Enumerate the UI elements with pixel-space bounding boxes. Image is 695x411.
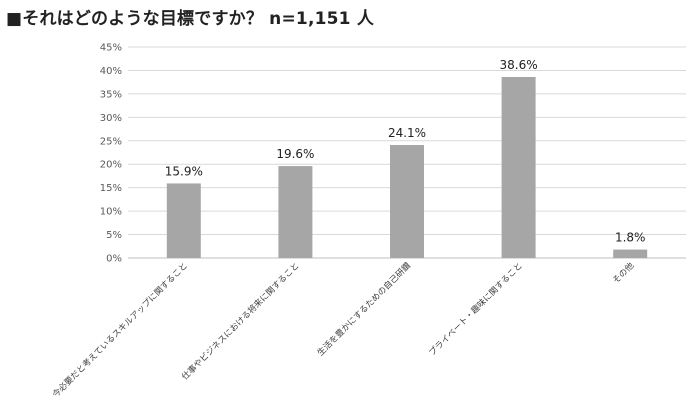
y-tick-label: 35% <box>100 89 122 100</box>
category-label: 生活を豊かにするための自己研鑽 <box>315 260 413 358</box>
chart-title: ■それはどのような目標ですか？ n=1,151 人 <box>6 9 375 29</box>
bar <box>501 77 536 259</box>
bar <box>278 166 313 258</box>
data-label: 38.6% <box>500 58 538 72</box>
data-label: 1.8% <box>615 231 646 245</box>
data-label: 24.1% <box>388 126 426 140</box>
y-tick-label: 5% <box>106 230 122 241</box>
category-label: プライベート・趣味に関すること <box>427 260 525 358</box>
y-tick-label: 15% <box>100 183 122 194</box>
category-label: その他 <box>611 260 637 286</box>
y-tick-label: 30% <box>100 113 122 124</box>
y-tick-label: 45% <box>100 43 122 54</box>
y-tick-label: 0% <box>106 254 122 265</box>
category-labels: 今必要だと考えているスキルアップに関すること仕事やビジネスにおける将来に関するこ… <box>50 260 636 400</box>
bars <box>166 77 648 259</box>
bar <box>166 183 201 258</box>
y-tick-label: 20% <box>100 160 122 171</box>
category-label: 仕事やビジネスにおける将来に関すること <box>180 260 302 382</box>
bar <box>613 249 648 258</box>
y-tick-label: 40% <box>100 66 122 77</box>
data-labels: 15.9% 19.6% 24.1% 38.6% 1.8% <box>165 58 646 245</box>
data-label: 15.9% <box>165 164 203 178</box>
data-label: 19.6% <box>276 147 314 161</box>
y-tick-label: 10% <box>100 207 122 218</box>
y-axis-ticks: 0% 5% 10% 15% 20% 25% 30% 35% 40% 45% <box>100 43 122 265</box>
category-label: 今必要だと考えているスキルアップに関すること <box>50 260 190 400</box>
y-tick-label: 25% <box>100 136 122 147</box>
bar <box>390 144 424 258</box>
